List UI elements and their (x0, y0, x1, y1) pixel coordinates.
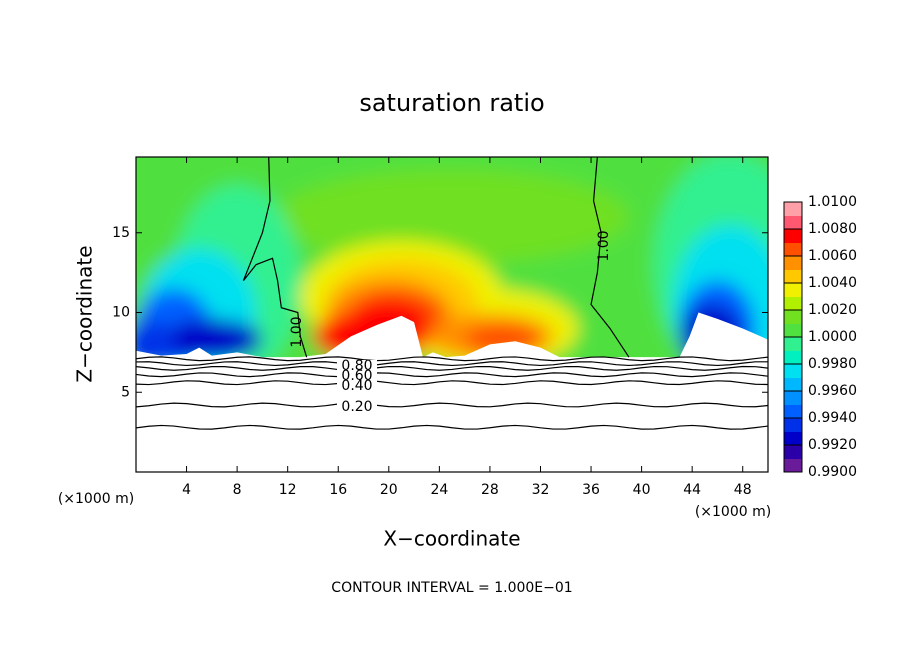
colorbar-band (784, 283, 802, 297)
label-bg (337, 401, 377, 413)
contour-line (590, 157, 630, 358)
contour-line (136, 372, 768, 378)
y-axis-label: Z−coordinate (73, 245, 97, 382)
contour-label: 1.00 (289, 316, 305, 347)
x-tick-label: 24 (430, 482, 448, 498)
y-tick-label: 10 (112, 305, 130, 321)
label-bg (337, 360, 377, 372)
colorbar-tick-label: 0.9960 (808, 383, 857, 399)
plot-frame (135, 156, 769, 473)
contour-label: 0.40 (341, 378, 372, 394)
contour-label: 0.20 (341, 399, 372, 415)
colorbar-band (784, 296, 802, 311)
contour-line (136, 361, 768, 367)
y-tick-label: 5 (121, 384, 130, 400)
x-unit-label: (×1000 m) (58, 491, 134, 507)
colorbar-band (784, 458, 802, 473)
colorbar-tick-label: 0.9940 (808, 410, 857, 426)
colorbar-band (784, 215, 802, 230)
contour-line (136, 402, 768, 408)
contour-interval-note: CONTOUR INTERVAL = 1.000E−01 (331, 580, 572, 596)
contour-line (136, 356, 768, 362)
colorbar-band (784, 350, 802, 365)
ground (136, 312, 768, 472)
contour-line (136, 380, 768, 386)
colorbar-band (784, 202, 802, 216)
x-tick-label: 32 (532, 482, 550, 498)
x-unit-label: (×1000 m) (695, 504, 771, 520)
colorbar-band (784, 418, 802, 432)
x-tick-label: 20 (380, 482, 398, 498)
x-axis-label: X−coordinate (383, 527, 520, 551)
x-tick-label: 4 (182, 482, 191, 498)
colorbar-band (784, 337, 802, 351)
field-region (275, 168, 629, 265)
x-tick-label: 12 (279, 482, 297, 498)
field (136, 157, 768, 472)
colorbar-tick-label: 1.0060 (808, 248, 857, 264)
colorbar-band (784, 445, 802, 459)
x-tick-label: 48 (734, 482, 752, 498)
colorbar-band (784, 391, 802, 405)
x-tick-label: 16 (329, 482, 347, 498)
colorbar-band (784, 431, 802, 446)
colorbar-tick-label: 1.0080 (808, 221, 857, 237)
colorbar-tick-label: 1.0020 (808, 302, 857, 318)
field-region (161, 318, 263, 361)
label-bg (337, 380, 377, 392)
colorbar-band (784, 256, 802, 270)
x-tick-label: 40 (633, 482, 651, 498)
contour-label: 1.00 (596, 230, 612, 261)
colorbar-band (784, 404, 802, 419)
x-tick-label: 36 (582, 482, 600, 498)
colorbar-tick-label: 0.9920 (808, 437, 857, 453)
colorbar-band (784, 269, 802, 284)
colorbar-band (784, 242, 802, 257)
colorbar-tick-label: 1.0000 (808, 329, 857, 345)
x-tick-label: 8 (233, 482, 242, 498)
contour-line (136, 424, 768, 430)
chart-title: saturation ratio (359, 89, 544, 117)
colorbar-band (784, 310, 802, 324)
colorbar-tick-label: 1.0040 (808, 275, 857, 291)
colorbar-tick-label: 1.0100 (808, 194, 857, 210)
colorbar-band (784, 323, 802, 338)
x-tick-label: 28 (481, 482, 499, 498)
y-tick-label: 15 (112, 225, 130, 241)
colorbar-tick-label: 0.9900 (808, 464, 857, 480)
x-tick-label: 44 (683, 482, 701, 498)
label-bg (337, 370, 377, 382)
colorbar-band (784, 377, 802, 392)
colorbar-band (784, 229, 802, 243)
colorbar-tick-label: 0.9980 (808, 356, 857, 372)
contour-line (136, 365, 768, 371)
colorbar-band (784, 364, 802, 378)
contour-line (242, 157, 308, 358)
